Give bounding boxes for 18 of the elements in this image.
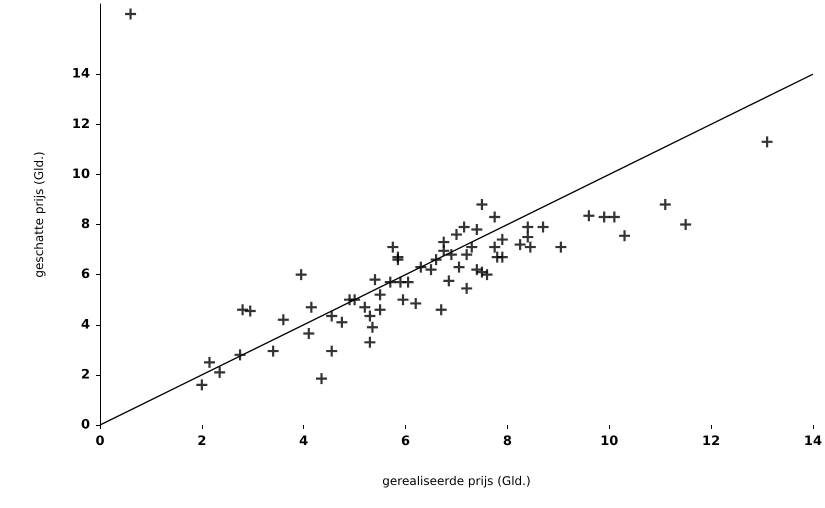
y-tick-label: 6 [80, 267, 90, 282]
y-tick-label: 10 [72, 166, 90, 182]
x-axis-title: gerealiseerde prijs (Gld.) [382, 474, 531, 488]
x-tick-label: 12 [702, 434, 720, 449]
y-tick-label: 0 [80, 418, 90, 432]
y-axis-title: geschatte prijs (Gld.) [32, 151, 46, 278]
x-tick-label: 10 [600, 434, 618, 449]
x-tick-label: 6 [401, 434, 410, 449]
x-tick-label: 8 [502, 434, 512, 449]
x-tick-label: 14 [804, 434, 822, 449]
x-tick-label: 2 [197, 434, 206, 449]
y-tick-label: 14 [72, 66, 90, 82]
x-tick-label: 4 [299, 434, 308, 449]
y-tick-label: 2 [80, 367, 90, 382]
x-tick-label: 0 [95, 434, 105, 449]
y-tick-label: 8 [80, 217, 90, 232]
y-tick-label: 4 [80, 317, 90, 332]
y-tick-label: 12 [72, 116, 90, 132]
